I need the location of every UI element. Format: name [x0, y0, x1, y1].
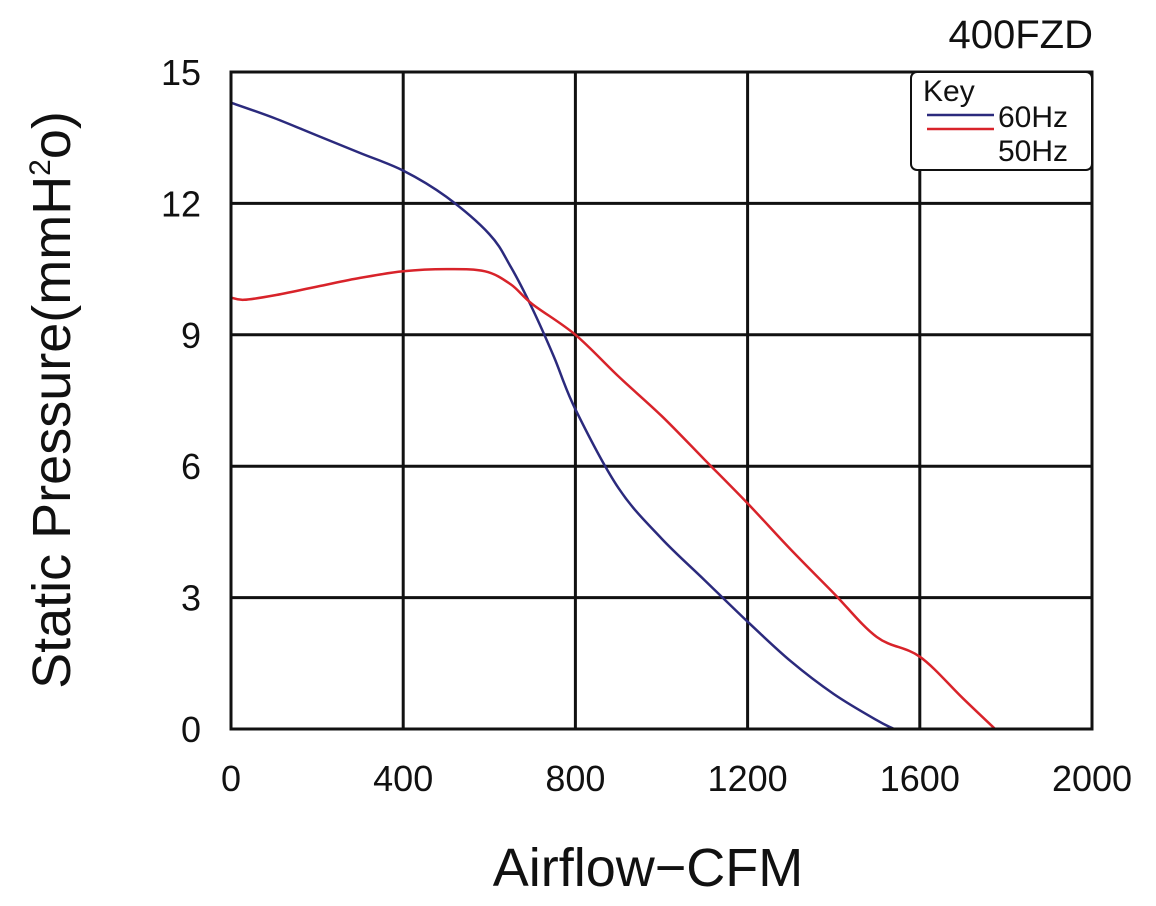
legend-label-50hz: 50Hz	[998, 135, 1068, 168]
y-tick-labels: 0 3 6 9 12 15	[161, 52, 201, 750]
x-tick-label: 0	[221, 758, 241, 799]
y-tick-label: 0	[181, 709, 201, 750]
legend-title: Key	[923, 75, 975, 108]
x-tick-label: 2000	[1052, 758, 1132, 799]
y-axis-title-tail: o)	[22, 111, 82, 159]
y-tick-label: 9	[181, 315, 201, 356]
x-tick-label: 1600	[880, 758, 960, 799]
legend: Key 60Hz 50Hz	[910, 71, 1093, 171]
x-tick-label: 400	[373, 758, 433, 799]
y-axis-title: Static Pressure(mmH2o)	[22, 111, 82, 689]
legend-box	[910, 71, 1093, 171]
series-line-50hz	[229, 267, 997, 731]
legend-label-60hz: 60Hz	[998, 101, 1068, 134]
x-axis-title: Airflow−CFM	[493, 838, 804, 898]
series-line-60hz	[229, 101, 896, 731]
series-lines	[229, 101, 997, 731]
y-axis-title-superscript: 2	[24, 159, 57, 176]
plot-frame	[229, 70, 1094, 731]
y-tick-label: 6	[181, 446, 201, 487]
y-axis-title-main: Static Pressure(mmH	[22, 176, 82, 689]
chart-title: 400FZD	[949, 13, 1094, 57]
x-tick-label: 800	[545, 758, 605, 799]
x-tick-label: 1200	[708, 758, 788, 799]
y-tick-label: 12	[161, 183, 201, 224]
y-tick-label: 15	[161, 52, 201, 93]
x-tick-labels: 0 400 800 1200 1600 2000	[221, 758, 1132, 799]
y-tick-label: 3	[181, 578, 201, 619]
